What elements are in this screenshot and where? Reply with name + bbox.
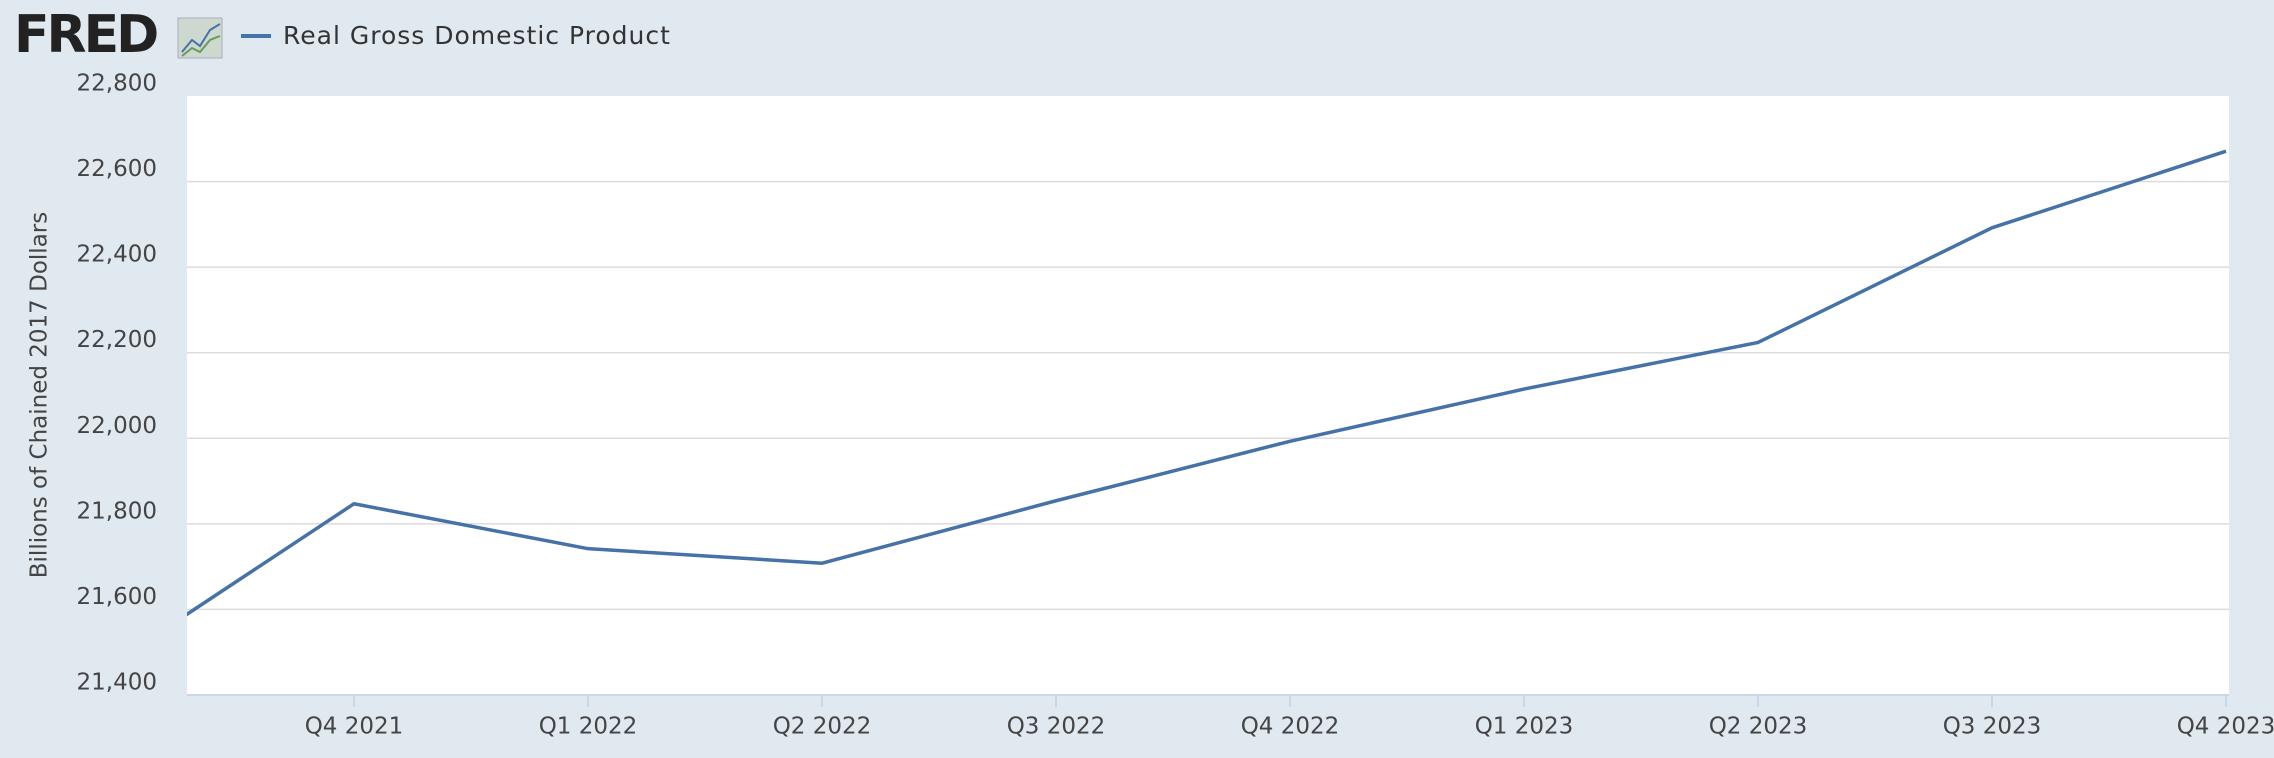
logo-icon — [177, 17, 223, 59]
plot-area — [187, 96, 2229, 695]
x-tick-label: Q3 2022 — [1007, 714, 1106, 740]
x-tick-label: Q4 2023 — [2177, 714, 2274, 740]
y-tick-label: 21,600 — [77, 584, 157, 610]
y-tick-label: 22,200 — [77, 327, 157, 353]
x-tick-label: Q3 2023 — [1943, 714, 2042, 740]
x-tick-label: Q2 2023 — [1709, 714, 1808, 740]
legend-label: Real Gross Domestic Product — [283, 21, 671, 50]
x-tick-label: Q1 2023 — [1475, 714, 1574, 740]
logo[interactable]: FRED — [14, 5, 160, 65]
y-axis-title: Billions of Chained 2017 Dollars — [27, 212, 53, 578]
x-tick-label: Q2 2022 — [773, 714, 872, 740]
y-tick-label: 22,600 — [77, 156, 157, 182]
y-tick-label: 22,000 — [77, 413, 157, 439]
x-tick-label: Q1 2022 — [539, 714, 638, 740]
y-tick-label: 21,800 — [77, 498, 157, 524]
x-tick-label: Q4 2021 — [305, 714, 404, 740]
y-tick-label: 21,400 — [77, 670, 157, 696]
x-tick-label: Q4 2022 — [1241, 714, 1340, 740]
y-tick-label: 22,800 — [77, 71, 157, 97]
y-tick-label: 22,400 — [77, 242, 157, 268]
data-line — [187, 149, 2227, 617]
